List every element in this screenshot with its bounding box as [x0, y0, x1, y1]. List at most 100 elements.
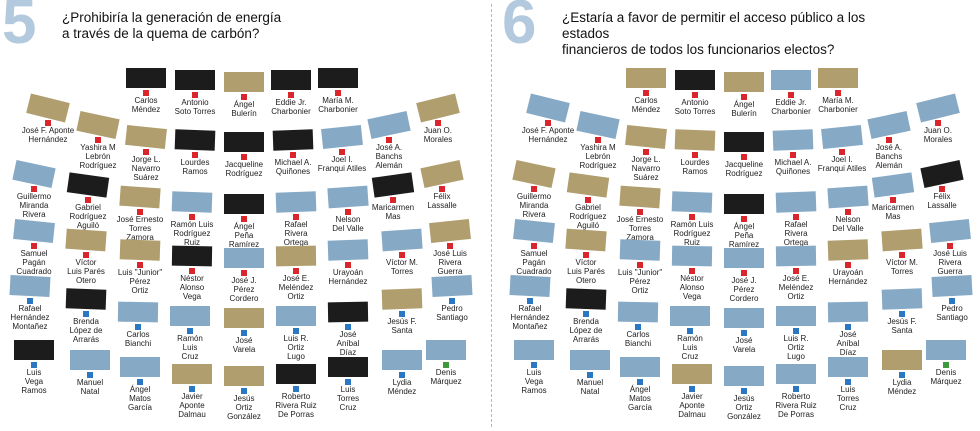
seat-vote-block: [170, 306, 210, 326]
legislator-name: Samuel Pagán Cuadrado: [16, 249, 52, 276]
legislator-name: Víctor M. Torres: [885, 258, 918, 276]
party-dot: [741, 270, 747, 276]
party-dot: [241, 388, 247, 394]
seat-vote-block: [881, 228, 923, 252]
seat-vote-block: [570, 350, 610, 370]
party-dot: [293, 214, 299, 220]
party-dot: [27, 298, 33, 304]
seat-vote-block: [224, 194, 264, 214]
party-dot: [643, 149, 649, 155]
seat-vote-block: [514, 340, 554, 360]
party-dot: [692, 92, 698, 98]
seat-vote-block: [670, 306, 710, 326]
legislator-name: Rafael Hernández Montañez: [10, 304, 50, 331]
party-dot: [793, 214, 799, 220]
seat-vote-block: [70, 350, 110, 370]
legislator-name: José A. Banchs Alemán: [875, 143, 903, 170]
question-5-text: ¿Prohibiría la generación de energía a t…: [62, 10, 282, 41]
seat-vote-block: [724, 308, 764, 328]
legislator-name: José Ernesto Torres Zamora: [116, 215, 164, 242]
party-dot: [345, 324, 351, 330]
seat-vote-block: [318, 68, 358, 88]
seat-vote-block: [65, 288, 107, 310]
party-dot: [137, 209, 143, 215]
party-dot: [143, 149, 149, 155]
seat-vote-block: [275, 191, 317, 213]
party-dot: [935, 120, 941, 126]
seat-vote-block: [328, 357, 368, 377]
legislator-name: Antonio Soto Torres: [174, 98, 216, 116]
legislator-name: José Aníbal Díaz: [336, 330, 360, 357]
party-dot: [845, 262, 851, 268]
seat-vote-block: [671, 245, 713, 267]
legislator-name: María M. Charbonier: [818, 96, 858, 114]
party-dot: [527, 298, 533, 304]
party-dot: [345, 209, 351, 215]
seat-vote-block: [776, 364, 816, 384]
seat-vote-block: [619, 239, 661, 261]
party-dot: [741, 154, 747, 160]
party-dot: [143, 90, 149, 96]
seat-vote-block: [272, 129, 314, 151]
legislator-name: Ángel Matos García: [127, 385, 152, 412]
legislator-name: Lourdes Ramos: [680, 158, 710, 176]
legislator-name: Félix Lassalle: [427, 192, 457, 210]
party-dot: [835, 90, 841, 96]
legislator-name: Nelson Del Valle: [332, 215, 364, 233]
seat-vote-block: [119, 185, 161, 209]
party-dot: [687, 328, 693, 334]
legislator-name: Manuel Natal: [576, 378, 604, 396]
party-dot: [241, 216, 247, 222]
party-dot: [83, 311, 89, 317]
party-dot: [135, 324, 141, 330]
party-dot: [45, 120, 51, 126]
seat-vote-block: [172, 364, 212, 384]
party-dot: [189, 386, 195, 392]
party-dot: [899, 372, 905, 378]
party-dot: [635, 324, 641, 330]
legislator-name: Eddie Jr. Charbonier: [771, 98, 811, 116]
party-dot: [545, 120, 551, 126]
question-5-panel: 5 ¿Prohibiría la generación de energía a…: [0, 0, 480, 431]
legislator-name: José A. Banchs Alemán: [375, 143, 403, 170]
seat-vote-block: [674, 129, 716, 151]
party-dot: [345, 379, 351, 385]
seat-vote-block: [672, 364, 712, 384]
legislator-name: Lydia Méndez: [887, 378, 917, 396]
seat-vote-block: [724, 194, 764, 214]
party-dot: [339, 149, 345, 155]
legislator-name: Yashira M Lebrón Rodríguez: [79, 143, 117, 170]
legislator-name: Jesús F. Santa: [887, 317, 917, 335]
party-dot: [587, 372, 593, 378]
party-dot: [241, 154, 247, 160]
seat-vote-block: [776, 306, 816, 326]
legislator-name: Brenda López de Arrarás: [69, 317, 103, 344]
legislator-name: Néstor Alonso Vega: [679, 274, 705, 301]
legislator-name: Urayoán Hernández: [828, 268, 868, 286]
party-dot: [793, 268, 799, 274]
legislator-name: Maricarmen Mas: [871, 203, 915, 221]
party-dot: [741, 94, 747, 100]
legislator-name: Urayoán Hernández: [328, 268, 368, 286]
seat-vote-block: [174, 129, 216, 151]
legislator-name: Félix Lassalle: [927, 192, 957, 210]
legislator-name: Luis Torres Cruz: [336, 385, 360, 412]
seat-vote-block: [775, 245, 817, 267]
party-dot: [189, 214, 195, 220]
seat-vote-block: [818, 68, 858, 88]
seat-vote-block: [565, 288, 607, 310]
party-dot: [399, 311, 405, 317]
seat-vote-block: [724, 366, 764, 386]
party-dot: [741, 216, 747, 222]
legislator-name: José J. Pérez Cordero: [729, 276, 759, 303]
party-dot: [943, 362, 949, 368]
legislator-name: José Ernesto Torres Zamora: [616, 215, 664, 242]
party-dot: [583, 311, 589, 317]
legislator-name: José Varela: [232, 336, 256, 354]
legislator-name: Jorge L. Navarro Suárez: [631, 155, 661, 182]
party-dot: [741, 330, 747, 336]
party-dot: [192, 152, 198, 158]
seat-vote-block: [224, 308, 264, 328]
party-dot: [689, 386, 695, 392]
legislator-name: José F. Aponte Hernández: [521, 126, 575, 144]
